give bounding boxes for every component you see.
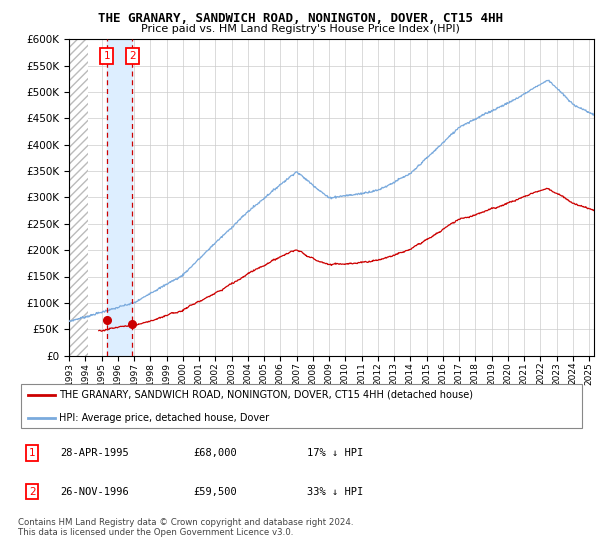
- Text: Price paid vs. HM Land Registry's House Price Index (HPI): Price paid vs. HM Land Registry's House …: [140, 24, 460, 34]
- Text: 17% ↓ HPI: 17% ↓ HPI: [307, 448, 364, 458]
- Text: THE GRANARY, SANDWICH ROAD, NONINGTON, DOVER, CT15 4HH: THE GRANARY, SANDWICH ROAD, NONINGTON, D…: [97, 12, 503, 25]
- FancyBboxPatch shape: [21, 384, 581, 428]
- Text: Contains HM Land Registry data © Crown copyright and database right 2024.
This d: Contains HM Land Registry data © Crown c…: [18, 518, 353, 538]
- Text: 26-NOV-1996: 26-NOV-1996: [61, 487, 129, 497]
- Text: 2: 2: [29, 487, 35, 497]
- Text: 28-APR-1995: 28-APR-1995: [61, 448, 129, 458]
- Text: £59,500: £59,500: [194, 487, 238, 497]
- Bar: [107, 39, 133, 356]
- Text: 1: 1: [29, 448, 35, 458]
- Text: THE GRANARY, SANDWICH ROAD, NONINGTON, DOVER, CT15 4HH (detached house): THE GRANARY, SANDWICH ROAD, NONINGTON, D…: [59, 390, 473, 400]
- Text: 1: 1: [103, 51, 110, 61]
- Text: HPI: Average price, detached house, Dover: HPI: Average price, detached house, Dove…: [59, 413, 269, 423]
- Text: 33% ↓ HPI: 33% ↓ HPI: [307, 487, 364, 497]
- Bar: [69, 39, 88, 356]
- Text: 2: 2: [129, 51, 136, 61]
- Text: £68,000: £68,000: [194, 448, 238, 458]
